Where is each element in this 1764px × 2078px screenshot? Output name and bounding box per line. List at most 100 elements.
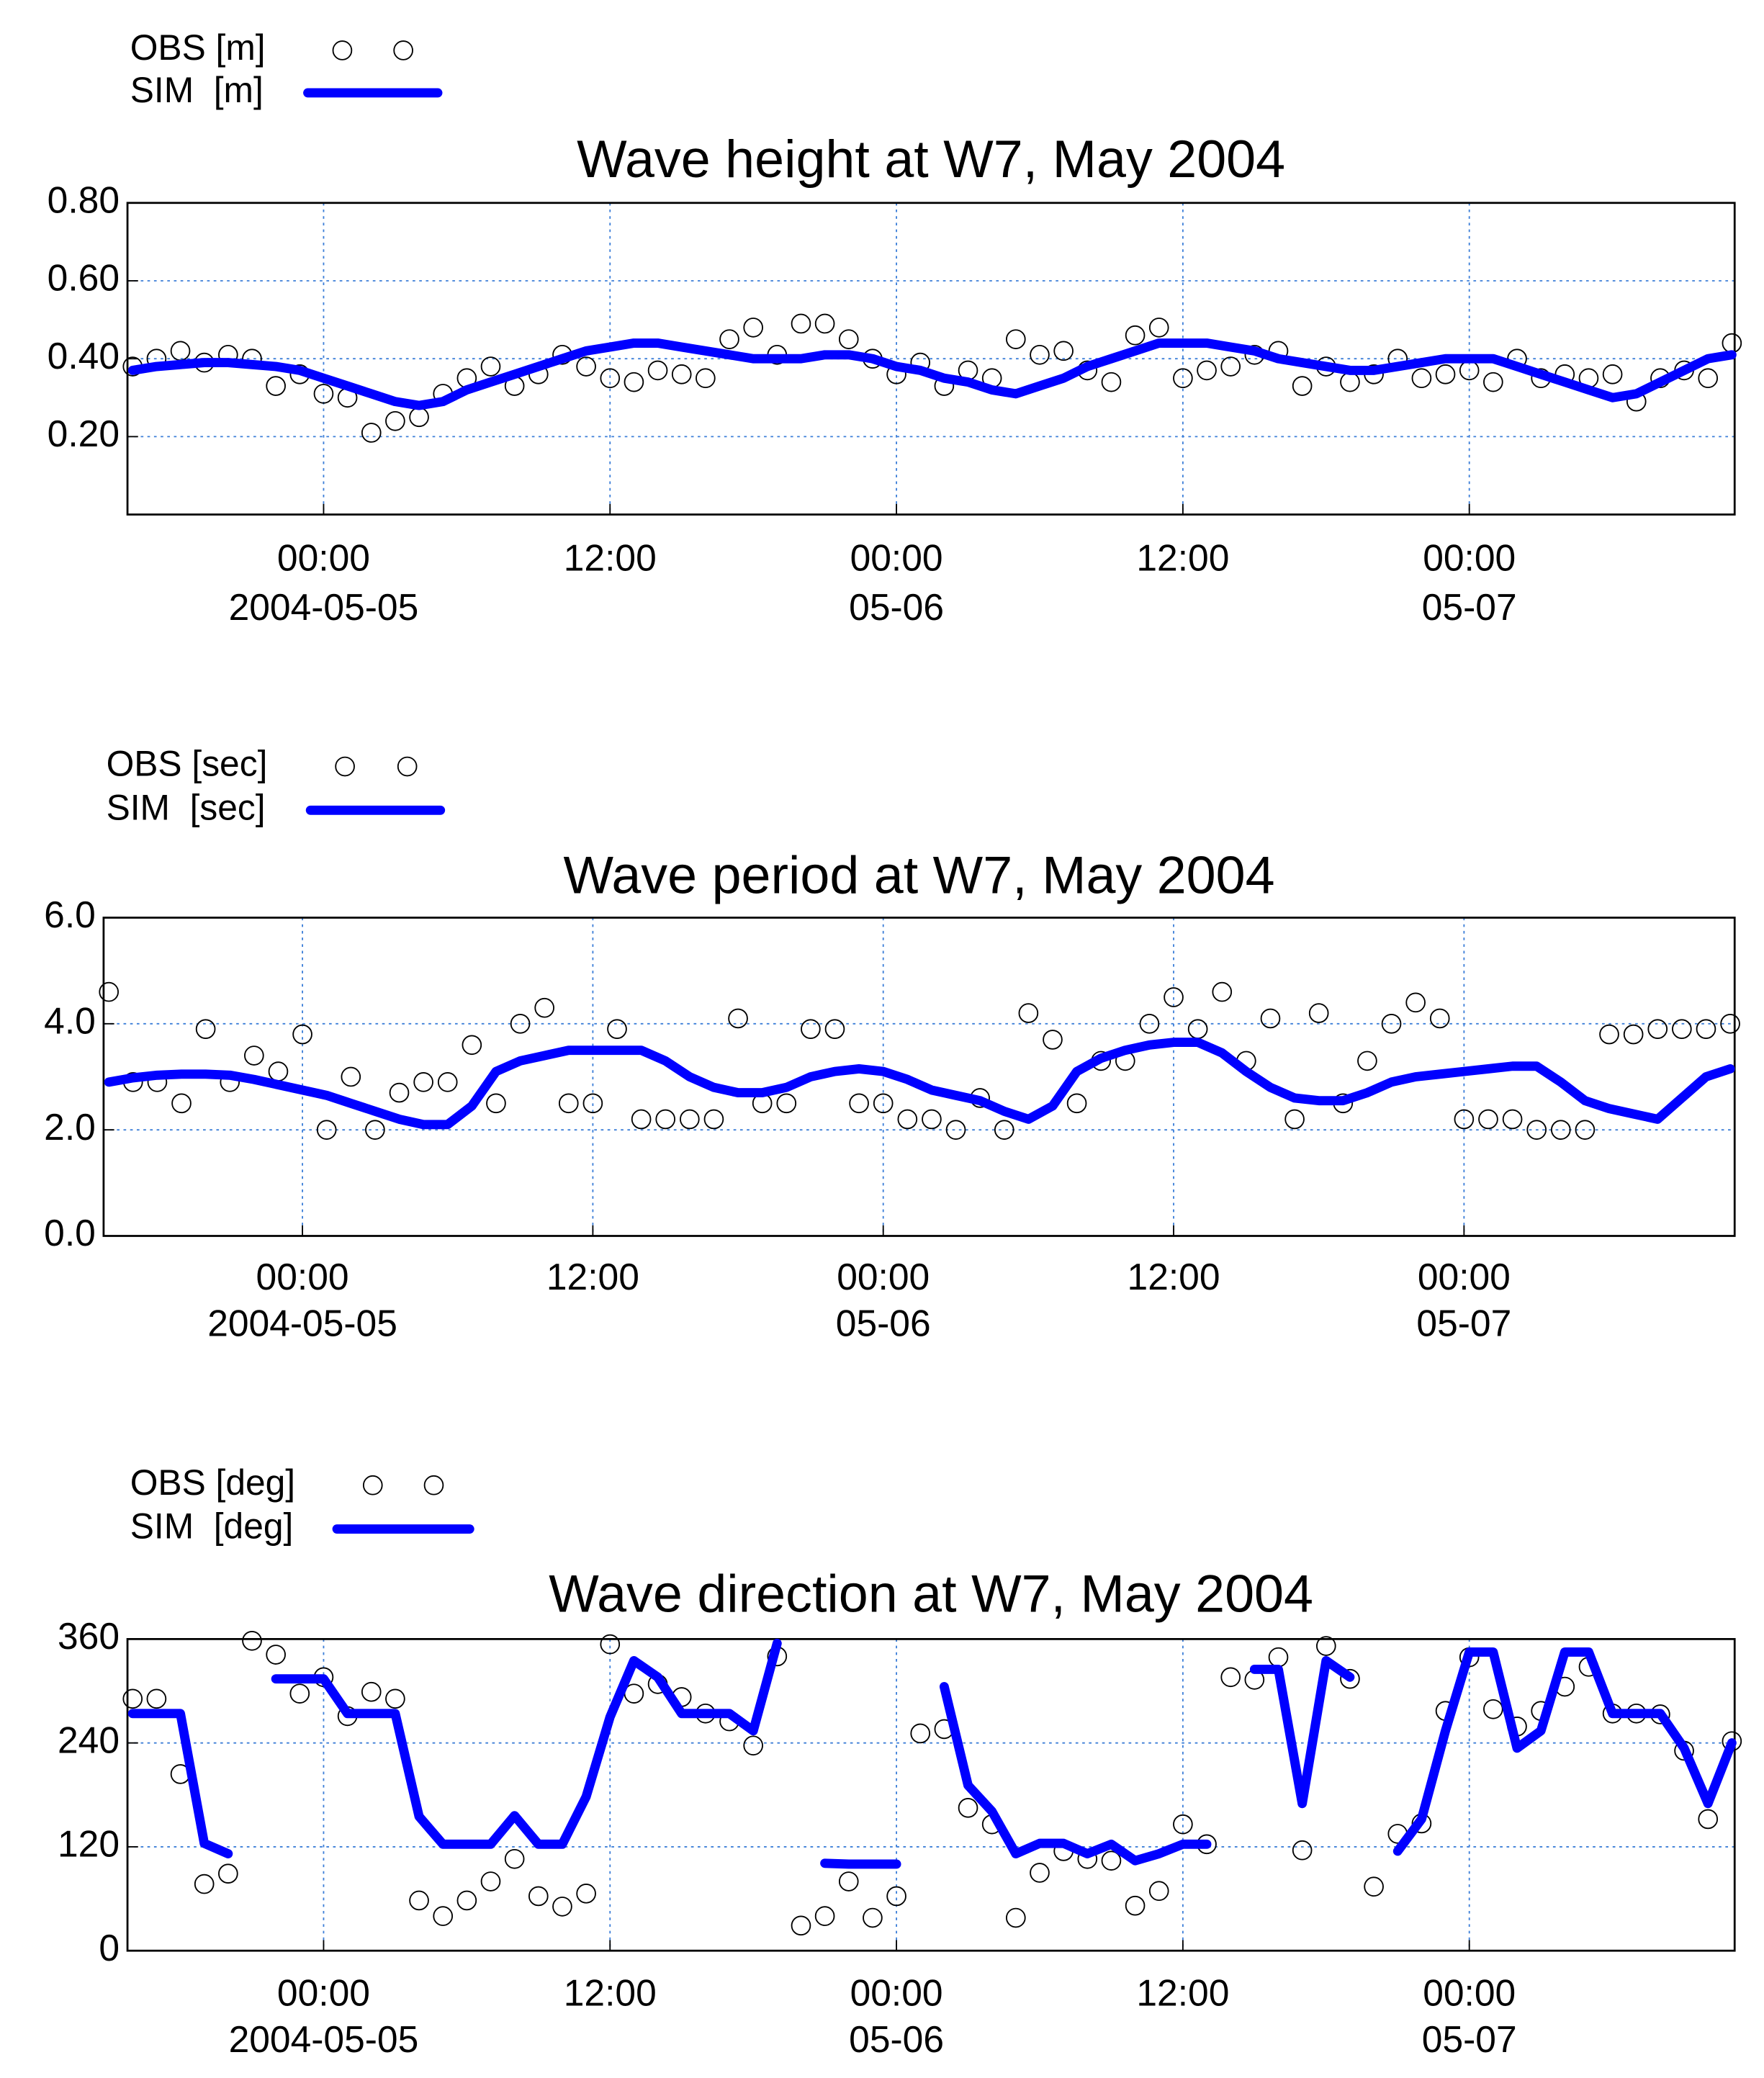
x-tick-label: 12:00 [564, 537, 657, 579]
obs-point [389, 1082, 410, 1103]
x-tick-label: 05-07 [1422, 2018, 1517, 2060]
obs-point [838, 329, 859, 349]
panel: Wave period at W7, May 2004 0.0 2.0 4.0 6.0 0… [44, 744, 1740, 1344]
obs-point [528, 1886, 549, 1907]
y-tick-label: 240 [58, 1719, 120, 1760]
x-tick-label: 00:00 [1423, 537, 1516, 579]
obs-point [1340, 1668, 1360, 1689]
obs-point [776, 1093, 797, 1114]
obs-point [1164, 987, 1184, 1007]
y-tick-label: 360 [58, 1615, 120, 1657]
x-tick-label: 05-06 [849, 586, 944, 628]
obs-point [1173, 1814, 1193, 1835]
obs-point [1698, 368, 1719, 389]
obs-point [268, 1061, 289, 1081]
x-tick-label: 2004-05-05 [229, 586, 419, 628]
obs-point [1053, 341, 1074, 361]
obs-point [576, 356, 596, 377]
obs-point [1030, 1863, 1050, 1883]
x-tick-label: 05-07 [1422, 586, 1517, 628]
obs-point [1483, 1699, 1503, 1719]
obs-point [582, 1093, 603, 1114]
obs-point [1197, 360, 1217, 381]
obs-point [624, 372, 644, 392]
obs-point [1220, 356, 1241, 377]
obs-point [409, 407, 429, 428]
obs-point [1599, 1024, 1619, 1045]
obs-point [994, 1120, 1014, 1140]
legend-marker [423, 1475, 444, 1495]
chart-title: Wave period at W7, May 2004 [564, 845, 1275, 905]
obs-point [462, 1035, 482, 1056]
obs-point [437, 1072, 458, 1092]
obs-point [1125, 325, 1146, 346]
x-tick-label: 05-06 [849, 2018, 944, 2060]
obs-point [1405, 992, 1426, 1013]
obs-point [824, 1019, 845, 1039]
x-tick-label: 05-06 [836, 1302, 931, 1344]
obs-point [99, 981, 119, 1002]
obs-point [1315, 1636, 1336, 1656]
chart-title: Wave height at W7, May 2004 [577, 129, 1285, 189]
obs-point [863, 1907, 883, 1928]
obs-point [413, 1072, 433, 1092]
obs-point [1292, 1840, 1313, 1861]
obs-point [1284, 1109, 1305, 1130]
obs-point [631, 1109, 652, 1130]
obs-point [341, 1066, 361, 1087]
obs-point [365, 1120, 385, 1140]
legend-label: SIM [sec] [107, 787, 266, 827]
x-tick-label: 00:00 [277, 537, 370, 579]
x-tick-label: 12:00 [1128, 1256, 1220, 1297]
obs-point [1502, 1109, 1523, 1130]
obs-point [1101, 1850, 1122, 1871]
y-tick-label: 120 [58, 1823, 120, 1865]
obs-point [743, 318, 763, 338]
obs-point [195, 1019, 216, 1039]
obs-point [897, 1109, 918, 1130]
obs-point [266, 376, 286, 396]
chart-title: Wave direction at W7, May 2004 [549, 1564, 1313, 1624]
obs-point [1429, 1008, 1450, 1029]
obs-point [814, 313, 835, 334]
obs-point [849, 1093, 869, 1114]
obs-point [647, 360, 668, 381]
obs-point [1018, 1003, 1039, 1023]
obs-point [873, 1093, 894, 1114]
obs-point [1292, 376, 1313, 396]
obs-point [313, 384, 334, 404]
obs-point [1148, 318, 1169, 338]
obs-point [1623, 1024, 1644, 1045]
obs-point [1260, 1008, 1281, 1029]
obs-point [791, 313, 811, 334]
x-tick-label: 00:00 [850, 537, 943, 579]
y-tick-label: 0.0 [44, 1212, 96, 1254]
obs-point [146, 1688, 167, 1709]
obs-point [480, 1871, 501, 1892]
obs-point [801, 1019, 821, 1039]
obs-point [1722, 333, 1742, 354]
x-tick-label: 00:00 [1418, 1256, 1511, 1297]
legend-label: OBS [sec] [107, 744, 268, 784]
obs-point [696, 368, 716, 389]
obs-point [1101, 372, 1122, 392]
sim-line [127, 1638, 1737, 1869]
obs-point [576, 1884, 596, 1904]
obs-point [1483, 372, 1503, 392]
obs-point [655, 1109, 676, 1130]
obs-point [1698, 1809, 1719, 1830]
legend-label: SIM [deg] [130, 1506, 294, 1547]
panel: Wave height at W7, May 2004 0.20 0.40 0.60 0… [48, 27, 1742, 628]
obs-point [600, 368, 621, 389]
obs-point [680, 1109, 700, 1130]
obs-point [1647, 1019, 1668, 1039]
obs-point [1526, 1120, 1547, 1140]
obs-point [671, 364, 692, 384]
obs-point [1030, 344, 1050, 365]
obs-point [719, 329, 739, 349]
obs-point [242, 1630, 262, 1651]
obs-point [1125, 1895, 1146, 1916]
obs-point [1672, 1019, 1692, 1039]
x-tick-label: 00:00 [277, 1971, 370, 2013]
